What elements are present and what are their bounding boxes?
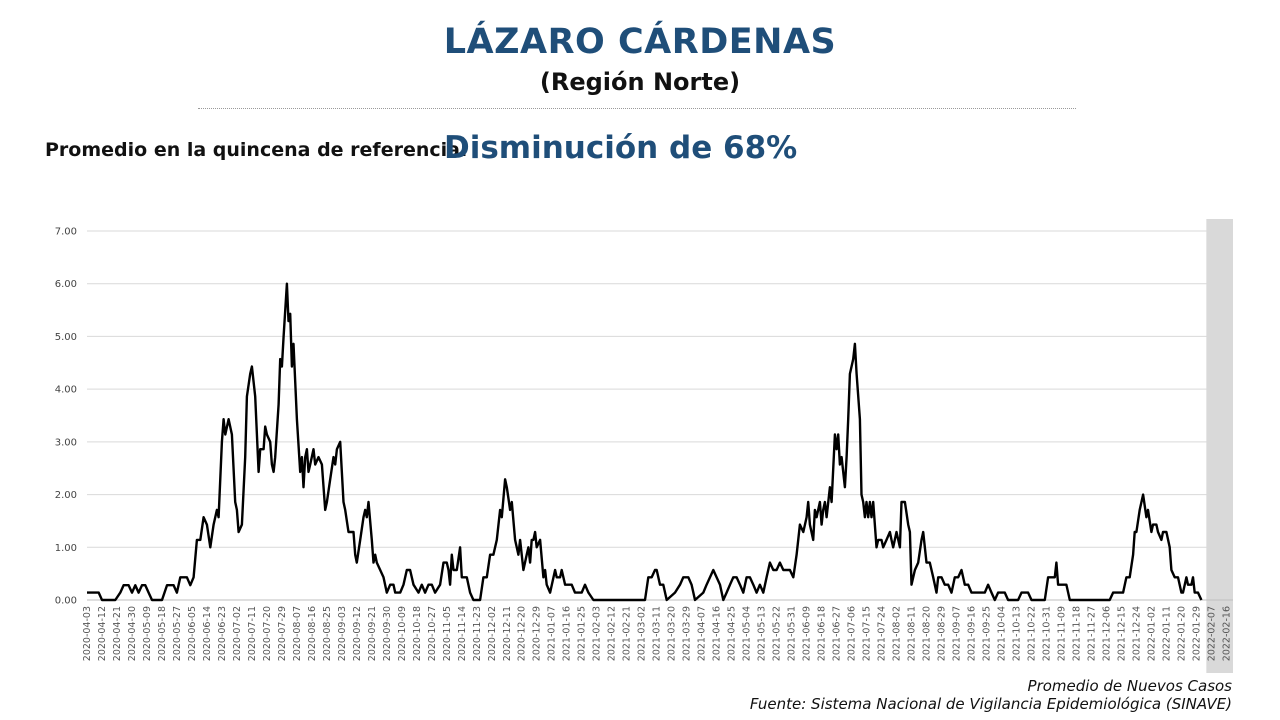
- x-tick-label: 2021-09-07: [951, 606, 962, 661]
- x-tick-label: 2020-08-25: [322, 606, 333, 661]
- x-tick-label: 2021-05-22: [772, 606, 783, 661]
- highlight-band: [1206, 219, 1233, 673]
- x-tick-label: 2021-06-27: [832, 606, 843, 661]
- x-tick-label: 2021-07-15: [862, 606, 873, 661]
- x-tick-label: 2020-09-12: [352, 606, 363, 661]
- x-axis: 2020-04-03 2020-04-12 2020-04-21 2020-04-30…: [82, 606, 1232, 661]
- y-tick-label: 5.00: [55, 332, 77, 343]
- page-title: LÁZARO CÁRDENAS: [443, 22, 837, 62]
- x-tick-label: 2020-11-05: [442, 606, 453, 661]
- x-tick-label: 2021-10-31: [1041, 606, 1052, 661]
- x-tick-label: 2020-11-23: [472, 606, 483, 661]
- x-tick-label: 2020-06-05: [187, 606, 198, 661]
- x-tick-label: 2021-05-31: [787, 606, 798, 661]
- grid: [87, 230, 1233, 601]
- x-tick-label: 2021-03-20: [667, 606, 678, 661]
- x-tick-label: 2021-03-29: [682, 606, 693, 661]
- x-tick-label: 2022-01-29: [1191, 606, 1202, 661]
- line-chart: 0.00 1.00 2.00 3.00 4.00 5.00 6.00 7.00 2020-04…: [55, 219, 1233, 673]
- x-tick-label: 2020-07-29: [277, 606, 288, 661]
- y-tick-label: 1.00: [55, 543, 77, 554]
- x-tick-label: 2021-08-20: [922, 606, 933, 661]
- series-caption: Promedio de Nuevos Casos: [1027, 677, 1232, 695]
- divider: [198, 108, 1076, 109]
- x-tick-label: 2020-11-14: [457, 606, 468, 661]
- y-axis: 0.00 1.00 2.00 3.00 4.00 5.00 6.00 7.00: [55, 227, 77, 607]
- series-line: [87, 282, 1203, 602]
- x-tick-label: 2020-12-29: [532, 606, 543, 661]
- x-tick-label: 2020-07-11: [247, 606, 258, 661]
- x-tick-label: 2020-05-27: [172, 606, 183, 661]
- y-tick-label: 4.00: [55, 385, 77, 396]
- x-tick-label: 2020-04-21: [112, 606, 123, 661]
- x-tick-label: 2021-12-06: [1101, 606, 1112, 661]
- x-tick-label: 2021-10-13: [1011, 606, 1022, 661]
- x-tick-label: 2021-02-21: [622, 606, 633, 661]
- y-tick-label: 0.00: [55, 596, 77, 607]
- y-tick-label: 7.00: [55, 227, 77, 238]
- x-tick-label: 2020-04-03: [82, 606, 93, 661]
- y-tick-label: 6.00: [55, 279, 77, 290]
- x-tick-label: 2021-01-16: [562, 606, 573, 661]
- x-tick-label: 2020-12-02: [487, 606, 498, 661]
- x-tick-label: 2020-10-09: [397, 606, 408, 661]
- x-tick-label: 2020-10-18: [412, 606, 423, 661]
- x-tick-label: 2020-04-30: [127, 606, 138, 661]
- y-tick-label: 3.00: [55, 437, 77, 448]
- x-tick-label: 2020-09-03: [337, 606, 348, 661]
- x-tick-label: 2021-07-24: [877, 606, 888, 661]
- x-tick-label: 2022-01-02: [1146, 606, 1157, 661]
- x-tick-label: 2021-12-15: [1116, 606, 1127, 661]
- x-tick-label: 2021-07-06: [847, 606, 858, 661]
- x-tick-label: 2021-01-25: [577, 606, 588, 661]
- x-tick-label: 2021-10-04: [996, 606, 1007, 661]
- x-tick-label: 2021-05-04: [742, 606, 753, 661]
- x-tick-label: 2021-08-02: [892, 606, 903, 661]
- x-tick-label: 2020-12-11: [502, 606, 513, 661]
- x-tick-label: 2020-05-09: [142, 606, 153, 661]
- x-tick-label: 2021-01-07: [547, 606, 558, 661]
- x-tick-label: 2021-08-29: [937, 606, 948, 661]
- x-tick-label: 2020-08-07: [292, 606, 303, 661]
- x-tick-label: 2020-08-16: [307, 606, 318, 661]
- x-tick-label: 2021-02-03: [592, 606, 603, 661]
- x-tick-label: 2021-02-12: [607, 606, 618, 661]
- x-tick-label: 2020-09-21: [367, 606, 378, 661]
- x-tick-label: 2021-11-18: [1071, 606, 1082, 661]
- x-tick-label: 2021-09-16: [966, 606, 977, 661]
- x-tick-label: 2020-06-14: [202, 606, 213, 661]
- source-caption: Fuente: Sistema Nacional de Vigilancia E…: [749, 695, 1232, 713]
- x-tick-label: 2021-10-22: [1026, 606, 1037, 661]
- x-tick-label: 2020-07-02: [232, 606, 243, 661]
- x-tick-label: 2021-06-09: [802, 606, 813, 661]
- x-tick-label: 2021-04-07: [697, 606, 708, 661]
- x-tick-label: 2021-04-25: [727, 606, 738, 661]
- x-tick-label: 2021-03-11: [652, 606, 663, 661]
- x-tick-label: 2021-12-24: [1131, 606, 1142, 661]
- x-tick-label: 2021-05-13: [757, 606, 768, 661]
- reference-value: Disminución de 68%: [444, 130, 798, 166]
- x-tick-label: 2020-07-20: [262, 606, 273, 661]
- x-tick-label: 2022-01-20: [1176, 606, 1187, 661]
- y-tick-label: 2.00: [55, 490, 77, 501]
- x-tick-label: 2020-09-30: [382, 606, 393, 661]
- x-tick-label: 2022-02-07: [1206, 606, 1217, 661]
- x-tick-label: 2020-06-23: [217, 606, 228, 661]
- x-tick-label: 2020-04-12: [97, 606, 108, 661]
- x-tick-label: 2022-02-16: [1221, 606, 1232, 661]
- x-tick-label: 2021-11-27: [1086, 606, 1097, 661]
- x-tick-label: 2021-06-18: [817, 606, 828, 661]
- reference-label: Promedio en la quincena de referencia:: [45, 139, 468, 161]
- x-tick-label: 2021-11-09: [1056, 606, 1067, 661]
- page-subtitle: (Región Norte): [539, 68, 741, 96]
- x-tick-label: 2021-04-16: [712, 606, 723, 661]
- x-tick-label: 2022-01-11: [1161, 606, 1172, 661]
- x-tick-label: 2020-05-18: [157, 606, 168, 661]
- x-tick-label: 2020-12-20: [517, 606, 528, 661]
- x-tick-label: 2021-03-02: [637, 606, 648, 661]
- x-tick-label: 2021-08-11: [907, 606, 918, 661]
- x-tick-label: 2020-10-27: [427, 606, 438, 661]
- x-tick-label: 2021-09-25: [981, 606, 992, 661]
